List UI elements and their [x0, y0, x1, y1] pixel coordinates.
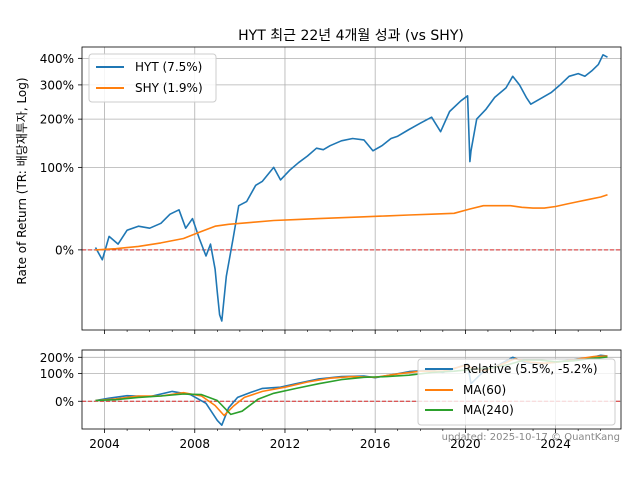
- x-tick-label-2024: 2024: [540, 437, 571, 451]
- bottom-legend-box: [417, 358, 616, 426]
- top-panel-frame: [81, 46, 622, 331]
- top-panel-grid: [82, 47, 621, 330]
- top-y-tick-label-4: 400%: [40, 52, 74, 66]
- legend-label-shy: SHY (1.9%): [135, 81, 203, 95]
- top-y-tick-label-0: 0%: [55, 243, 74, 257]
- bottom-panel-x-ticks: 2004 2008 2012 2016 2020 2024: [89, 429, 602, 451]
- legend-label-ma240: MA(240): [463, 403, 514, 417]
- x-tick-label-2012: 2012: [270, 437, 301, 451]
- legend-label-relative: Relative (5.5%, -5.2%): [463, 362, 598, 376]
- top-series-line-1: [95, 193, 608, 251]
- bot-y-tick-label-0: 0%: [55, 395, 74, 409]
- bot-y-tick-label-1: 100%: [40, 367, 74, 381]
- y-axis-label: Rate of Return (TR: 배당재투자, Log): [15, 77, 29, 284]
- watermark: updated: 2025-10-17 © QuantKang: [442, 432, 620, 443]
- bottom-panel-y-ticks: 0% 100% 200%: [40, 351, 82, 409]
- bottom-legend: Relative (5.5%, -5.2%) MA(60) MA(240): [417, 358, 616, 426]
- top-panel-y-ticks: 0% 100% 200% 300% 400%: [40, 52, 82, 257]
- legend-label-hyt: HYT (7.5%): [135, 60, 202, 74]
- chart-title: HYT 최근 22년 4개월 성과 (vs SHY): [238, 28, 464, 44]
- top-panel-series: [94, 53, 608, 322]
- x-tick-label-2004: 2004: [89, 437, 120, 451]
- top-y-tick-label-3: 300%: [40, 78, 74, 92]
- x-tick-label-2016: 2016: [360, 437, 391, 451]
- top-panel-x-ticks: [104, 330, 602, 334]
- bottom-panel-frame: [81, 349, 622, 430]
- top-series-line-0: [94, 53, 608, 322]
- top-y-tick-label-2: 200%: [40, 113, 74, 127]
- top-y-tick-label-1: 100%: [40, 161, 74, 175]
- x-tick-label-2020: 2020: [450, 437, 481, 451]
- x-tick-label-2008: 2008: [179, 437, 210, 451]
- top-legend: HYT (7.5%) SHY (1.9%): [88, 53, 217, 103]
- legend-label-ma60: MA(60): [463, 383, 506, 397]
- bot-y-tick-label-2: 200%: [40, 351, 74, 365]
